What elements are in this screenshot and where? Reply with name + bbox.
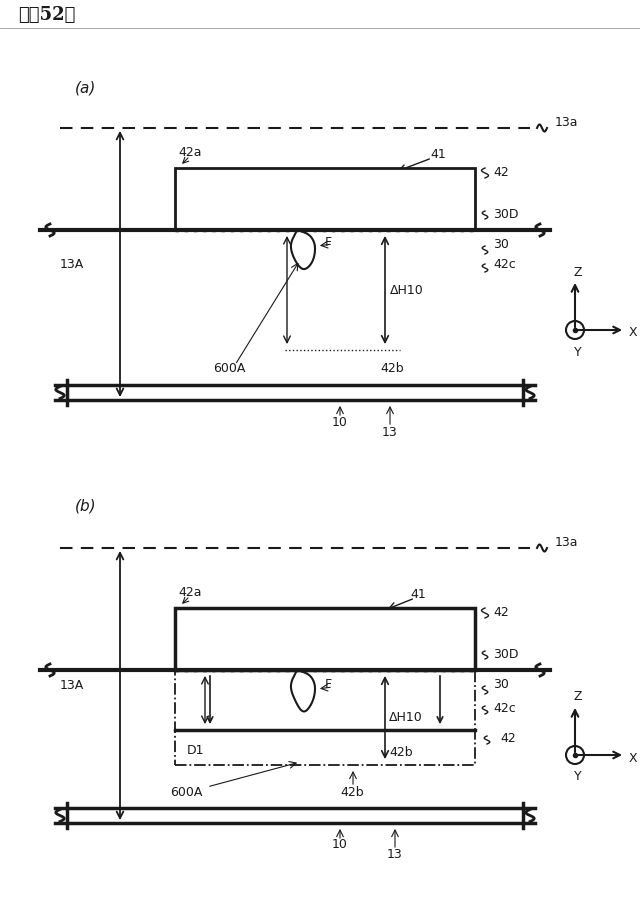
Text: 600A: 600A bbox=[213, 362, 245, 375]
Bar bbox=[175, 670, 475, 765]
Text: 13a: 13a bbox=[555, 537, 579, 550]
Bar bbox=[175, 608, 475, 670]
Text: 42: 42 bbox=[493, 606, 509, 619]
Text: 【図52】: 【図52】 bbox=[18, 6, 76, 24]
Text: 42b: 42b bbox=[389, 747, 413, 759]
Text: Z: Z bbox=[573, 691, 582, 703]
Text: 13A: 13A bbox=[60, 679, 84, 692]
Text: ΔH10: ΔH10 bbox=[389, 711, 423, 724]
Text: 600A: 600A bbox=[170, 787, 202, 800]
Text: 30D: 30D bbox=[493, 209, 518, 222]
Text: D1: D1 bbox=[187, 744, 205, 757]
Text: Y: Y bbox=[574, 345, 582, 358]
Text: 41: 41 bbox=[410, 588, 426, 602]
Text: ΔH10: ΔH10 bbox=[390, 283, 424, 297]
Text: 10: 10 bbox=[332, 838, 348, 852]
Text: 42: 42 bbox=[493, 167, 509, 180]
Text: 13a: 13a bbox=[555, 116, 579, 129]
Text: 10: 10 bbox=[332, 416, 348, 429]
Text: (b): (b) bbox=[75, 498, 97, 514]
Text: 41: 41 bbox=[430, 148, 445, 161]
Text: 42a: 42a bbox=[178, 586, 202, 599]
Text: 30D: 30D bbox=[493, 649, 518, 661]
Text: 30: 30 bbox=[493, 238, 509, 252]
Text: F: F bbox=[325, 679, 332, 692]
Text: 13A: 13A bbox=[60, 257, 84, 270]
Text: 30: 30 bbox=[493, 679, 509, 692]
Text: Y: Y bbox=[574, 770, 582, 783]
Text: D1: D1 bbox=[190, 192, 207, 205]
Text: Z: Z bbox=[573, 266, 582, 278]
Text: 13: 13 bbox=[382, 426, 398, 439]
Text: 42c: 42c bbox=[493, 702, 516, 714]
Text: 42b: 42b bbox=[340, 787, 364, 800]
Text: 13: 13 bbox=[387, 848, 403, 862]
Text: F: F bbox=[325, 235, 332, 248]
Text: X: X bbox=[628, 326, 637, 340]
Text: 42c: 42c bbox=[493, 258, 516, 271]
Text: 42a: 42a bbox=[178, 147, 202, 159]
Text: 42: 42 bbox=[500, 732, 516, 745]
Text: (a): (a) bbox=[75, 81, 97, 95]
Bar bbox=[175, 168, 475, 230]
Text: X: X bbox=[628, 751, 637, 765]
Text: 42b: 42b bbox=[380, 362, 404, 375]
